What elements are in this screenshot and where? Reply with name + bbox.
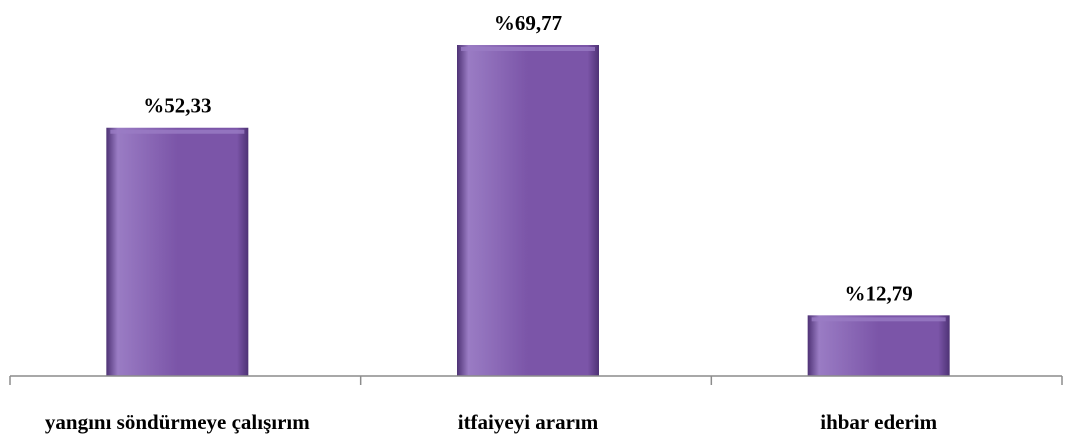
x-tick-label-1: yangını söndürmeye çalışırım [45,410,310,434]
x-tick-label-3: ihbar ederim [820,410,937,434]
bar-3 [807,315,950,376]
bars-group [106,45,950,377]
x-axis [9,375,1063,385]
data-label-2: %69,77 [494,11,562,35]
bar-3-highlight [811,317,946,322]
bar-1 [106,127,249,377]
x-tick-labels-group: yangını söndürmeye çalışırım itfaiyeyi ar… [45,410,938,434]
bar-1-highlight [110,129,245,134]
data-label-1: %52,33 [143,94,211,118]
data-labels-group: %52,33 %69,77 %12,79 [143,11,913,305]
bar-2 [457,45,599,376]
data-label-3: %12,79 [845,281,913,305]
x-tick-label-2: itfaiyeyi ararım [458,410,599,434]
bar-2-highlight [461,47,595,51]
